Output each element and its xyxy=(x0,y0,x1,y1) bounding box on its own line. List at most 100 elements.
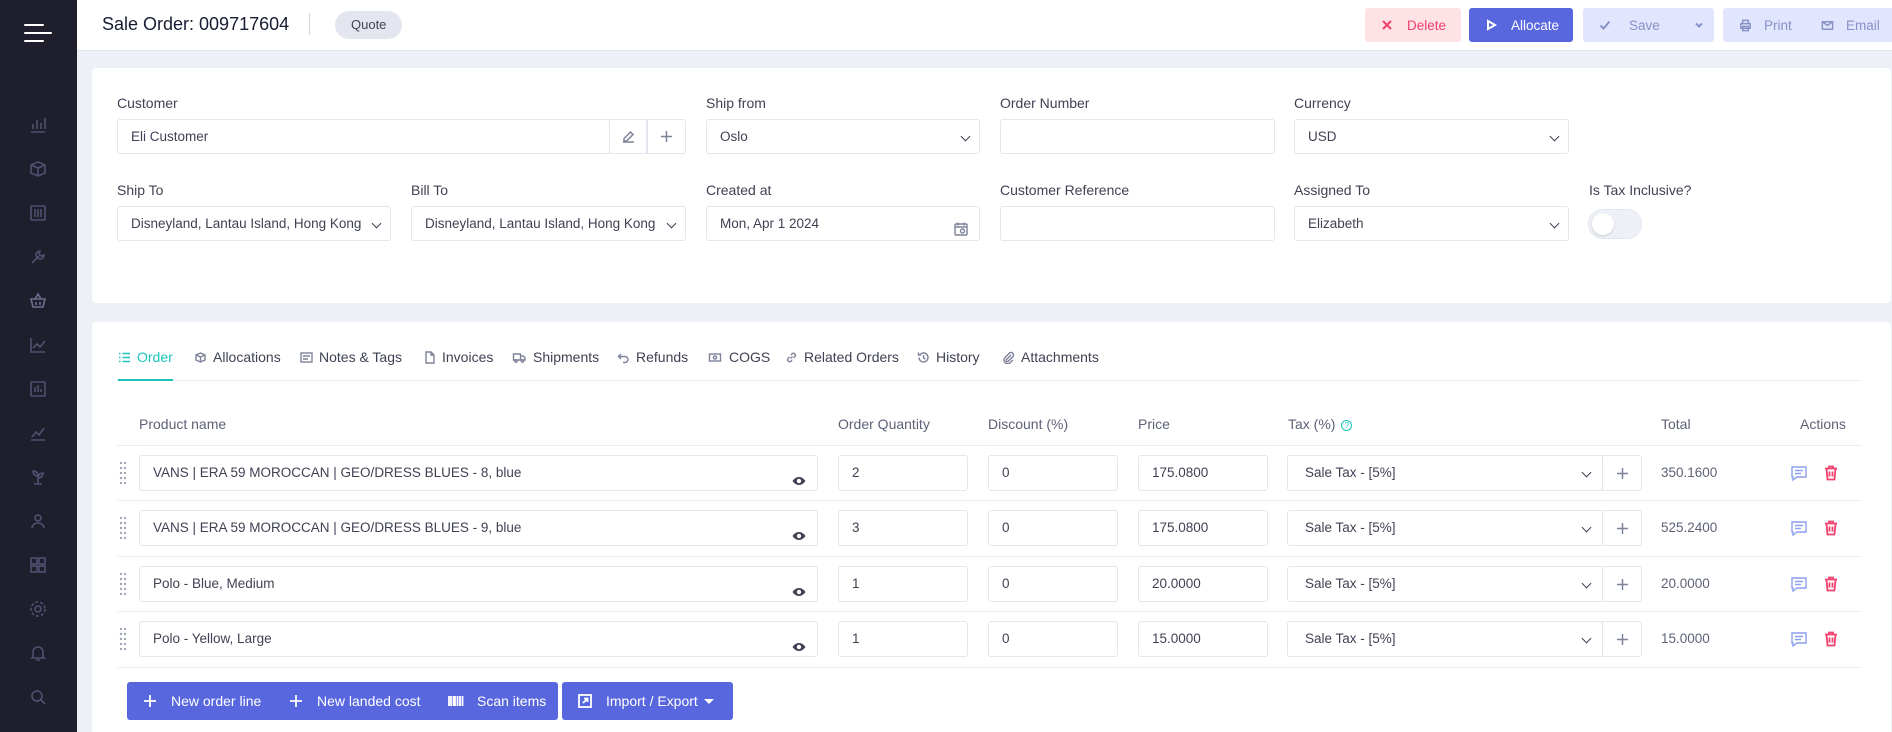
bill-to-select[interactable]: Disneyland, Lantau Island, Hong Kong xyxy=(411,206,686,241)
add-tax-button[interactable] xyxy=(1602,621,1642,657)
comment-icon[interactable] xyxy=(1790,575,1808,593)
tax-select[interactable]: Sale Tax - [5%] xyxy=(1287,621,1603,657)
drag-handle-icon[interactable] xyxy=(119,626,127,652)
add-tax-button[interactable] xyxy=(1602,455,1642,491)
tax-select[interactable]: Sale Tax - [5%] xyxy=(1287,455,1603,491)
delete-button[interactable]: Delete xyxy=(1365,8,1461,42)
discount-field[interactable]: 0 xyxy=(988,510,1118,546)
drag-handle-icon[interactable] xyxy=(119,515,127,541)
product-field[interactable]: VANS | ERA 59 MOROCCAN | GEO/DRESS BLUES… xyxy=(139,455,818,491)
import-export-button[interactable]: Import / Export xyxy=(562,682,733,720)
print-button[interactable]: Print xyxy=(1723,8,1805,42)
apps-icon[interactable] xyxy=(28,555,48,575)
created-at-field[interactable]: Mon, Apr 1 2024 xyxy=(706,206,980,241)
discount-field[interactable]: 0 xyxy=(988,566,1118,602)
tab-refunds[interactable]: Refunds xyxy=(617,344,688,381)
tab-history[interactable]: History xyxy=(917,344,980,381)
comment-icon[interactable] xyxy=(1790,519,1808,537)
trash-icon[interactable] xyxy=(1822,519,1840,537)
ship-from-select[interactable]: Oslo xyxy=(706,119,980,154)
drag-handle-icon[interactable] xyxy=(119,460,127,486)
wrench-icon[interactable] xyxy=(28,247,48,267)
bell-icon[interactable] xyxy=(28,643,48,663)
tab-refunds-label: Refunds xyxy=(636,349,689,365)
contacts-icon[interactable] xyxy=(28,511,48,531)
print-button-label: Print xyxy=(1764,17,1792,33)
price-field[interactable]: 15.0000 xyxy=(1138,621,1268,657)
ship-to-select[interactable]: Disneyland, Lantau Island, Hong Kong xyxy=(117,206,391,241)
trend-icon[interactable] xyxy=(28,423,48,443)
eye-icon[interactable] xyxy=(791,522,807,540)
add-customer-button[interactable] xyxy=(647,119,686,154)
discount-field[interactable]: 0 xyxy=(988,455,1118,491)
drag-handle-icon[interactable] xyxy=(119,571,127,597)
box-icon[interactable] xyxy=(28,159,48,179)
menu-toggle-icon[interactable] xyxy=(24,24,52,48)
tax-select[interactable]: Sale Tax - [5%] xyxy=(1287,566,1603,602)
currency-select[interactable]: USD xyxy=(1294,119,1569,154)
quantity-field[interactable]: 1 xyxy=(838,566,968,602)
play-icon xyxy=(1487,19,1497,31)
new-landed-cost-button[interactable]: New landed cost xyxy=(273,682,431,720)
product-field[interactable]: VANS | ERA 59 MOROCCAN | GEO/DRESS BLUES… xyxy=(139,510,818,546)
allocate-button[interactable]: Allocate xyxy=(1469,8,1573,42)
trash-icon[interactable] xyxy=(1822,575,1840,593)
calendar-icon[interactable] xyxy=(953,216,969,236)
col-header-tax-label: Tax (%) xyxy=(1288,416,1336,432)
quantity-field[interactable]: 3 xyxy=(838,510,968,546)
plant-icon[interactable] xyxy=(28,467,48,487)
email-button[interactable]: Email xyxy=(1805,8,1880,42)
discount-field[interactable]: 0 xyxy=(988,621,1118,657)
line-chart-icon[interactable] xyxy=(28,335,48,355)
col-header-product: Product name xyxy=(139,416,227,432)
price-field[interactable]: 20.0000 xyxy=(1138,566,1268,602)
chevron-down-icon xyxy=(1694,22,1703,28)
tab-cogs[interactable]: COGS xyxy=(707,344,770,381)
price-field[interactable]: 175.0800 xyxy=(1138,510,1268,546)
quantity-field[interactable]: 1 xyxy=(838,621,968,657)
price-field[interactable]: 175.0800 xyxy=(1138,455,1268,491)
help-icon[interactable]: ? xyxy=(1341,420,1353,431)
save-button[interactable]: Save xyxy=(1583,8,1683,42)
settings-icon[interactable] xyxy=(28,599,48,619)
save-options-button[interactable] xyxy=(1683,8,1714,42)
trash-icon[interactable] xyxy=(1822,630,1840,648)
order-number-field[interactable] xyxy=(1000,119,1275,154)
tab-attachments[interactable]: Attachments xyxy=(1002,344,1099,381)
customer-field[interactable]: Eli Customer xyxy=(117,119,610,154)
link-icon xyxy=(786,352,797,363)
basket-icon[interactable] xyxy=(28,291,48,311)
sliders-icon[interactable] xyxy=(28,203,48,223)
check-icon xyxy=(1599,20,1611,30)
new-order-line-button[interactable]: New order line xyxy=(127,682,273,720)
trash-icon[interactable] xyxy=(1822,464,1840,482)
assigned-to-select[interactable]: Elizabeth xyxy=(1294,206,1569,241)
currency-label: Currency xyxy=(1294,95,1351,111)
assigned-to-label: Assigned To xyxy=(1294,182,1371,198)
tax-inclusive-toggle[interactable] xyxy=(1588,209,1642,239)
add-tax-button[interactable] xyxy=(1602,510,1642,546)
tab-order[interactable]: Order xyxy=(118,344,173,381)
bar-chart-icon[interactable] xyxy=(28,115,48,135)
tab-allocations[interactable]: Allocations xyxy=(194,344,281,381)
comment-icon[interactable] xyxy=(1790,630,1808,648)
tab-invoices[interactable]: Invoices xyxy=(423,344,493,381)
product-field[interactable]: Polo - Yellow, Large xyxy=(139,621,818,657)
add-tax-button[interactable] xyxy=(1602,566,1642,602)
import-export-label: Import / Export xyxy=(606,693,698,709)
edit-customer-button[interactable] xyxy=(609,119,647,154)
search-icon[interactable] xyxy=(28,687,48,707)
quantity-field[interactable]: 2 xyxy=(838,455,968,491)
tab-notes-tags[interactable]: Notes & Tags xyxy=(300,344,402,381)
scan-items-button[interactable]: Scan items xyxy=(431,682,558,720)
tab-shipments[interactable]: Shipments xyxy=(511,344,599,381)
product-field[interactable]: Polo - Blue, Medium xyxy=(139,566,818,602)
tab-related-orders[interactable]: Related Orders xyxy=(785,344,899,381)
eye-icon[interactable] xyxy=(791,633,807,651)
customer-reference-field[interactable] xyxy=(1000,206,1275,241)
comment-icon[interactable] xyxy=(1790,464,1808,482)
eye-icon[interactable] xyxy=(791,578,807,596)
tax-select[interactable]: Sale Tax - [5%] xyxy=(1287,510,1603,546)
report-icon[interactable] xyxy=(28,379,48,399)
eye-icon[interactable] xyxy=(791,467,807,485)
